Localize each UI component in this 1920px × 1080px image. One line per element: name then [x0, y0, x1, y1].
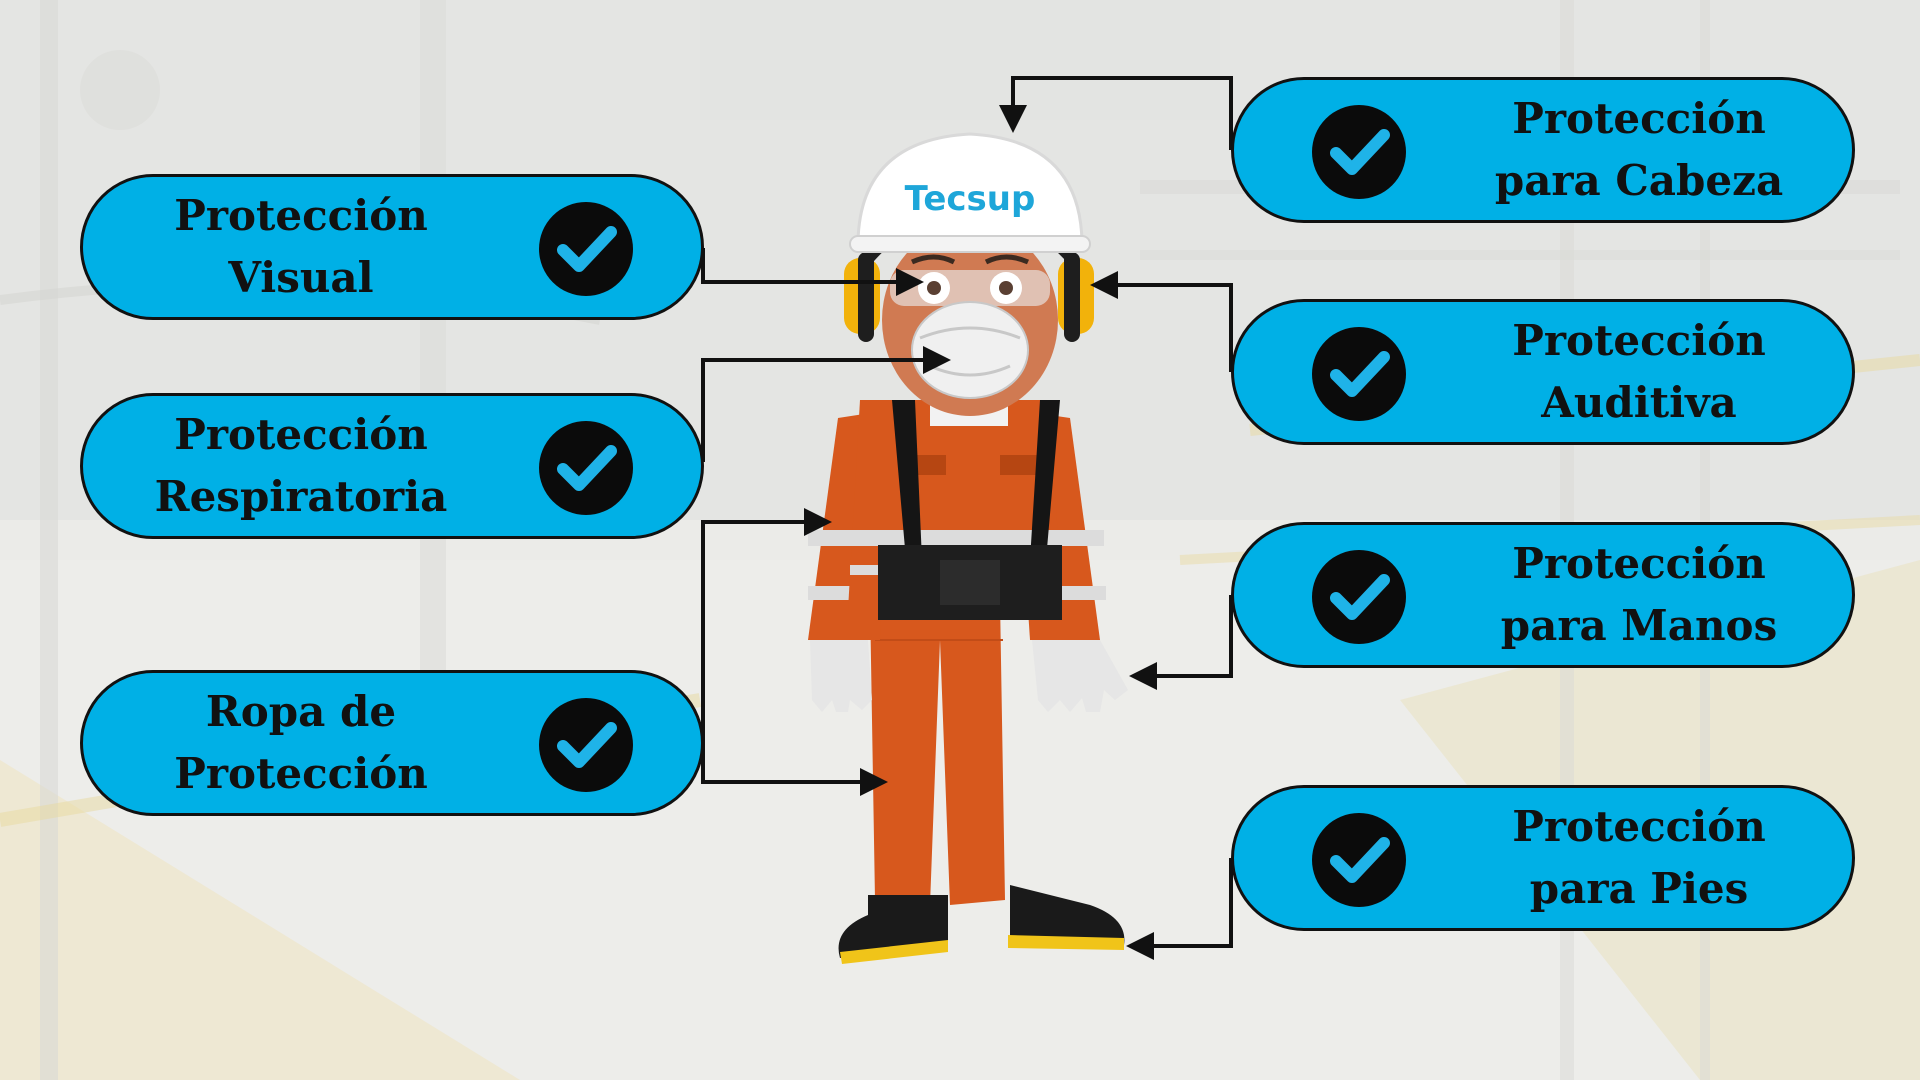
check-circle-icon [539, 698, 633, 792]
label-line-1: Protección [174, 410, 428, 459]
label-line-1: Protección [1512, 539, 1766, 588]
label-line-2: para Manos [1500, 601, 1778, 650]
label-line-2: Protección [174, 749, 428, 798]
label-line-2: Respiratoria [154, 472, 448, 521]
pill-proteccion-respiratoria: Protección Respiratoria [80, 393, 704, 539]
pill-proteccion-para-pies: Protección para Pies [1231, 785, 1855, 931]
label-line-1: Protección [174, 191, 428, 240]
label-line-2: Visual [228, 253, 374, 302]
label-line-2: Auditiva [1541, 378, 1737, 427]
check-circle-icon [1312, 327, 1406, 421]
pill-proteccion-auditiva: Protección Auditiva [1231, 299, 1855, 445]
pill-label: Protección Visual [101, 177, 501, 317]
label-line-2: para Pies [1529, 864, 1749, 913]
check-circle-icon [1312, 105, 1406, 199]
pill-label: Protección para Pies [1434, 788, 1844, 928]
check-circle-icon [539, 421, 633, 515]
pill-proteccion-visual: Protección Visual [80, 174, 704, 320]
pill-label: Protección Auditiva [1434, 302, 1844, 442]
pill-label: Protección Respiratoria [101, 396, 501, 536]
check-circle-icon [1312, 550, 1406, 644]
pill-label: Protección para Manos [1434, 525, 1844, 665]
check-circle-icon [1312, 813, 1406, 907]
label-line-1: Ropa de [205, 687, 397, 736]
pill-proteccion-para-manos: Protección para Manos [1231, 522, 1855, 668]
label-line-1: Protección [1512, 94, 1766, 143]
pill-label: Protección para Cabeza [1434, 80, 1844, 220]
pill-proteccion-para-cabeza: Protección para Cabeza [1231, 77, 1855, 223]
check-circle-icon [539, 202, 633, 296]
label-line-2: para Cabeza [1494, 156, 1784, 205]
pill-label: Ropa de Protección [101, 673, 501, 813]
pill-ropa-de-proteccion: Ropa de Protección [80, 670, 704, 816]
label-line-1: Protección [1512, 316, 1766, 365]
label-line-1: Protección [1512, 802, 1766, 851]
